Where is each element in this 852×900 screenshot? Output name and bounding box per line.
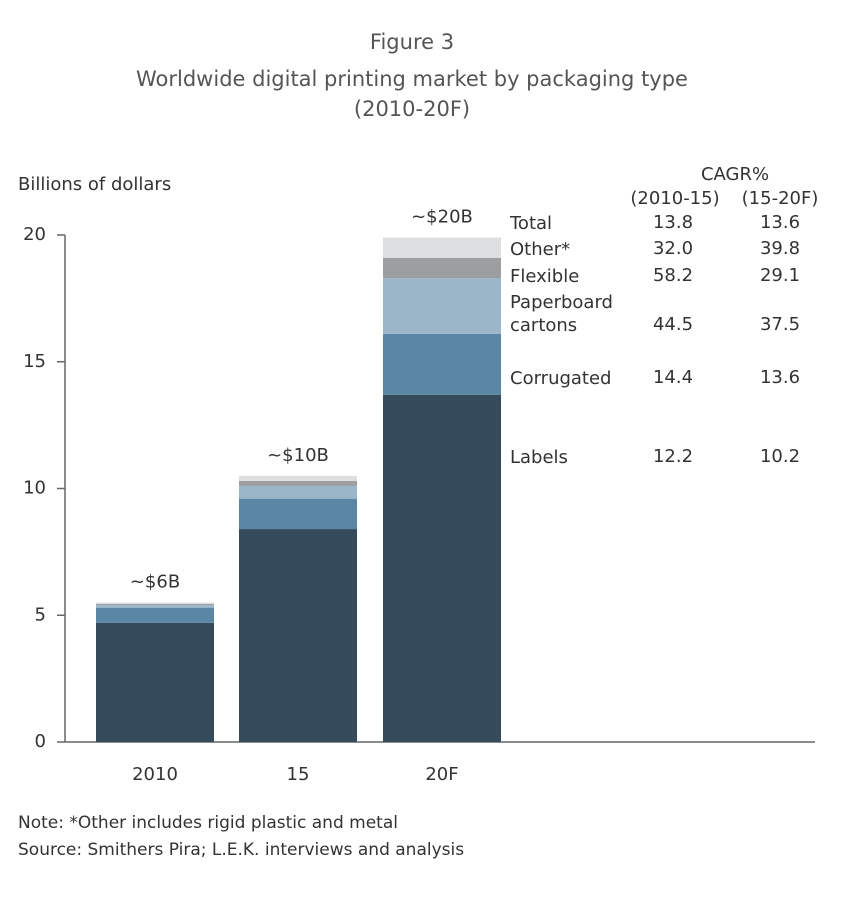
total-label: ~$6B	[130, 572, 180, 593]
total-label: ~$10B	[267, 445, 329, 466]
cagr-column: (2010-15)	[630, 188, 719, 209]
bar-segment	[96, 602, 214, 604]
cagr-value: 29.1	[760, 265, 800, 286]
cagr-value: 13.6	[760, 367, 800, 388]
y-tick-label: 0	[35, 731, 46, 752]
y-tick-label: 10	[23, 478, 46, 499]
y-tick-label: 5	[35, 604, 46, 625]
chart-title: Worldwide digital printing market by pac…	[136, 67, 688, 91]
cagr-value: 39.8	[760, 238, 800, 259]
y-tick-label: 20	[23, 224, 46, 245]
bar-segment	[239, 480, 357, 486]
cagr-row-label: Flexible	[510, 266, 580, 287]
bar-segment	[96, 603, 214, 606]
bar-segment	[239, 529, 357, 742]
bar-segment	[239, 498, 357, 530]
bar-segment	[383, 394, 501, 742]
x-tick-label: 15	[287, 764, 310, 785]
bar-segment	[383, 257, 501, 279]
cagr-value: 13.8	[653, 212, 693, 233]
figure-label: Figure 3	[370, 30, 454, 54]
cagr-value: 14.4	[653, 367, 693, 388]
bar-segment	[239, 475, 357, 481]
cagr-row-label: Other*	[510, 239, 571, 260]
cagr-value: 10.2	[760, 446, 800, 467]
bar-segment	[383, 333, 501, 395]
x-tick-label: 20F	[425, 764, 458, 785]
cagr-title: CAGR%	[701, 164, 769, 185]
bar-segment	[383, 237, 501, 258]
total-label: ~$20B	[411, 207, 473, 228]
cagr-value: 44.5	[653, 314, 693, 335]
note: Note: *Other includes rigid plastic and …	[18, 813, 398, 833]
y-axis-label: Billions of dollars	[18, 174, 171, 195]
x-tick-label: 2010	[132, 764, 178, 785]
y-tick-label: 15	[23, 351, 46, 372]
bar-segment	[239, 485, 357, 499]
bar-segment	[383, 278, 501, 334]
chart-subtitle: (2010-20F)	[354, 97, 470, 121]
cagr-row-label: Paperboard cartons	[510, 292, 613, 336]
bar-segment	[96, 607, 214, 623]
cagr-value: 58.2	[653, 265, 693, 286]
cagr-value: 37.5	[760, 314, 800, 335]
cagr-value: 13.6	[760, 212, 800, 233]
cagr-row-label: Total	[510, 213, 553, 234]
bar-segment	[96, 622, 214, 742]
cagr-column: (15-20F)	[742, 188, 819, 209]
cagr-value: 32.0	[653, 238, 693, 259]
bar-segment	[96, 605, 214, 608]
source: Source: Smithers Pira; L.E.K. interviews…	[18, 840, 464, 860]
cagr-value: 12.2	[653, 446, 693, 467]
cagr-row-label: Labels	[510, 447, 568, 468]
cagr-row-label: Corrugated	[510, 368, 612, 389]
